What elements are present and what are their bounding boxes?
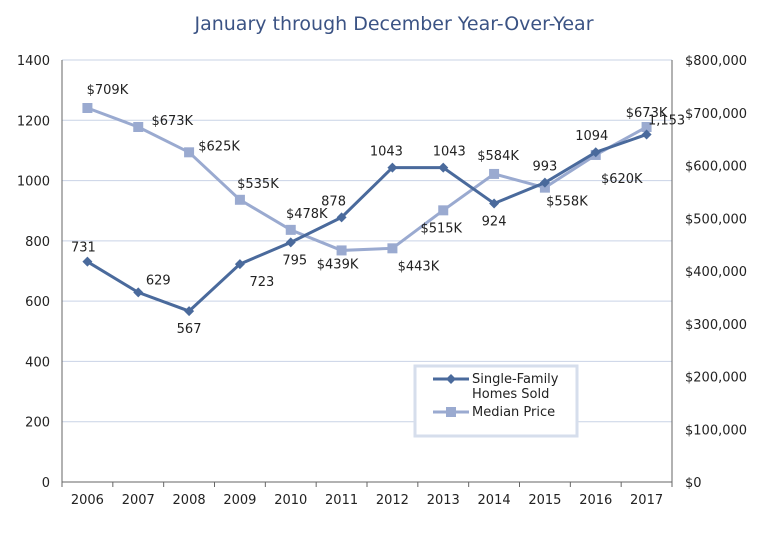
median-price-data-label: $478K [286,207,328,222]
median-price-data-label: $620K [601,172,643,187]
homes-sold-point [641,129,652,140]
y-right-tick-label: $200,000 [685,371,747,386]
median-price-line [86,106,648,252]
homes-sold-point [133,287,144,298]
y-right-tick-label: $100,000 [685,423,747,438]
median-price-point [184,147,195,158]
homes-sold-data-label: 629 [146,273,171,288]
chart-title: January through December Year-Over-Year [193,13,593,35]
homes-sold-point [489,198,500,209]
median-price-data-label: $709K [87,83,129,98]
y-left-tick-label: 200 [25,416,50,431]
homes-sold-data-label: 1094 [575,129,608,144]
homes-sold-point [82,256,93,267]
legend-homes-sold-label: Single-Family [472,372,559,387]
median-price-point [336,245,347,256]
x-tick-label: 2008 [173,493,206,508]
homes-sold-point [336,212,347,223]
homes-sold-point [539,177,550,188]
y-right-tick-label: $600,000 [685,160,747,175]
x-tick-label: 2007 [122,493,155,508]
x-tick-label: 2009 [223,493,256,508]
homes-sold-point [285,237,296,248]
homes-sold-point [184,306,195,317]
x-tick-label: 2015 [528,493,561,508]
homes-sold-point [438,162,449,173]
median-price-data-label: $625K [198,139,240,154]
median-price-data-label: $673K [151,114,193,129]
y-right-tick-label: $400,000 [685,265,747,280]
median-price-data-label: $439K [317,257,359,272]
median-price-point [234,194,245,205]
median-price-data-label: $535K [237,177,279,192]
homes-sold-data-label: 567 [177,322,202,337]
y-left-tick-label: 1000 [17,175,50,190]
median-price-point [438,205,449,216]
median-price-data-label: $515K [420,221,462,236]
median-price-point [489,168,500,179]
x-tick-label: 2013 [427,493,460,508]
median-price-data-label: $673K [626,106,668,121]
x-tick-label: 2006 [71,493,104,508]
median-price-point [387,243,398,254]
legend-median-price-label: Median Price [472,405,555,420]
y-right-tick-label: $300,000 [685,318,747,333]
homes-sold-data-label: 731 [71,241,96,256]
homes-sold-data-label: 1,153 [648,113,685,128]
median-price-data-label: $443K [398,259,440,274]
y-left-tick-label: 400 [25,355,50,370]
x-tick-label: 2016 [579,493,612,508]
x-tick-label: 2012 [376,493,409,508]
median-price-data-label: $558K [546,195,588,210]
homes-sold-point [590,147,601,158]
y-left-tick-label: 800 [25,235,50,250]
homes-sold-point [234,259,245,270]
homes-sold-line [86,133,648,313]
homes-sold-data-label: 924 [482,214,507,229]
homes-sold-data-label: 1043 [433,145,466,160]
median-price-point [285,224,296,235]
homes-sold-data-label: 993 [533,160,558,175]
homes-sold-data-label: 878 [321,194,346,209]
legend-homes-sold-label: Homes Sold [472,387,549,402]
y-right-tick-label: $800,000 [685,54,747,69]
legend-homes-sold-marker [446,374,456,384]
x-tick-label: 2017 [630,493,663,508]
homes-sold-point [387,162,398,173]
x-tick-label: 2011 [325,493,358,508]
homes-sold-data-label: 1043 [370,145,403,160]
legend-median-price-marker [446,407,456,417]
median-price-data-label: $584K [477,149,519,164]
median-price-point [641,121,652,132]
y-right-tick-label: $500,000 [685,212,747,227]
median-price-point [82,103,93,114]
y-left-tick-label: 1200 [17,114,50,129]
homes-sold-data-label: 795 [282,253,307,268]
y-left-tick-label: 0 [42,476,50,491]
y-right-tick-label: $700,000 [685,107,747,122]
y-right-tick-label: $0 [685,476,702,491]
x-tick-label: 2010 [274,493,307,508]
median-price-point [133,121,144,132]
x-tick-label: 2014 [478,493,511,508]
y-left-tick-label: 600 [25,295,50,310]
y-left-tick-label: 1400 [17,54,50,69]
homes-sold-data-label: 723 [250,275,275,290]
